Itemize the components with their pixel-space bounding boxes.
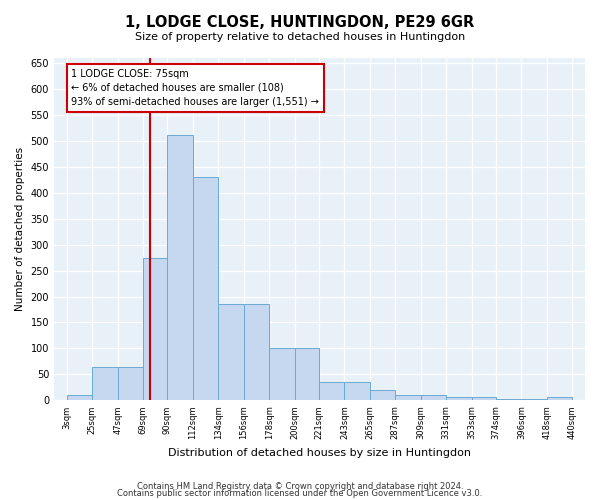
Text: 1, LODGE CLOSE, HUNTINGDON, PE29 6GR: 1, LODGE CLOSE, HUNTINGDON, PE29 6GR (125, 15, 475, 30)
Bar (295, 348, 319, 401)
Bar (244, 304, 269, 400)
Bar (395, 395, 421, 400)
Text: Contains HM Land Registry data © Crown copyright and database right 2024.: Contains HM Land Registry data © Crown c… (137, 482, 463, 491)
Bar (344, 382, 370, 400)
Y-axis label: Number of detached properties: Number of detached properties (15, 147, 25, 311)
Text: Size of property relative to detached houses in Huntingdon: Size of property relative to detached ho… (135, 32, 465, 42)
Bar (118, 366, 143, 400)
Bar (92, 366, 118, 400)
Bar (218, 304, 244, 400)
Bar (193, 177, 218, 400)
Bar (269, 348, 295, 401)
Bar (143, 258, 167, 400)
Bar (67, 395, 92, 400)
Bar (370, 390, 395, 400)
Bar (319, 382, 344, 400)
Bar (547, 397, 572, 400)
Bar (421, 395, 446, 400)
Bar (472, 397, 496, 400)
X-axis label: Distribution of detached houses by size in Huntingdon: Distribution of detached houses by size … (168, 448, 471, 458)
Bar (167, 136, 193, 400)
Text: 1 LODGE CLOSE: 75sqm
← 6% of detached houses are smaller (108)
93% of semi-detac: 1 LODGE CLOSE: 75sqm ← 6% of detached ho… (71, 69, 319, 107)
Text: Contains public sector information licensed under the Open Government Licence v3: Contains public sector information licen… (118, 490, 482, 498)
Bar (446, 397, 472, 400)
